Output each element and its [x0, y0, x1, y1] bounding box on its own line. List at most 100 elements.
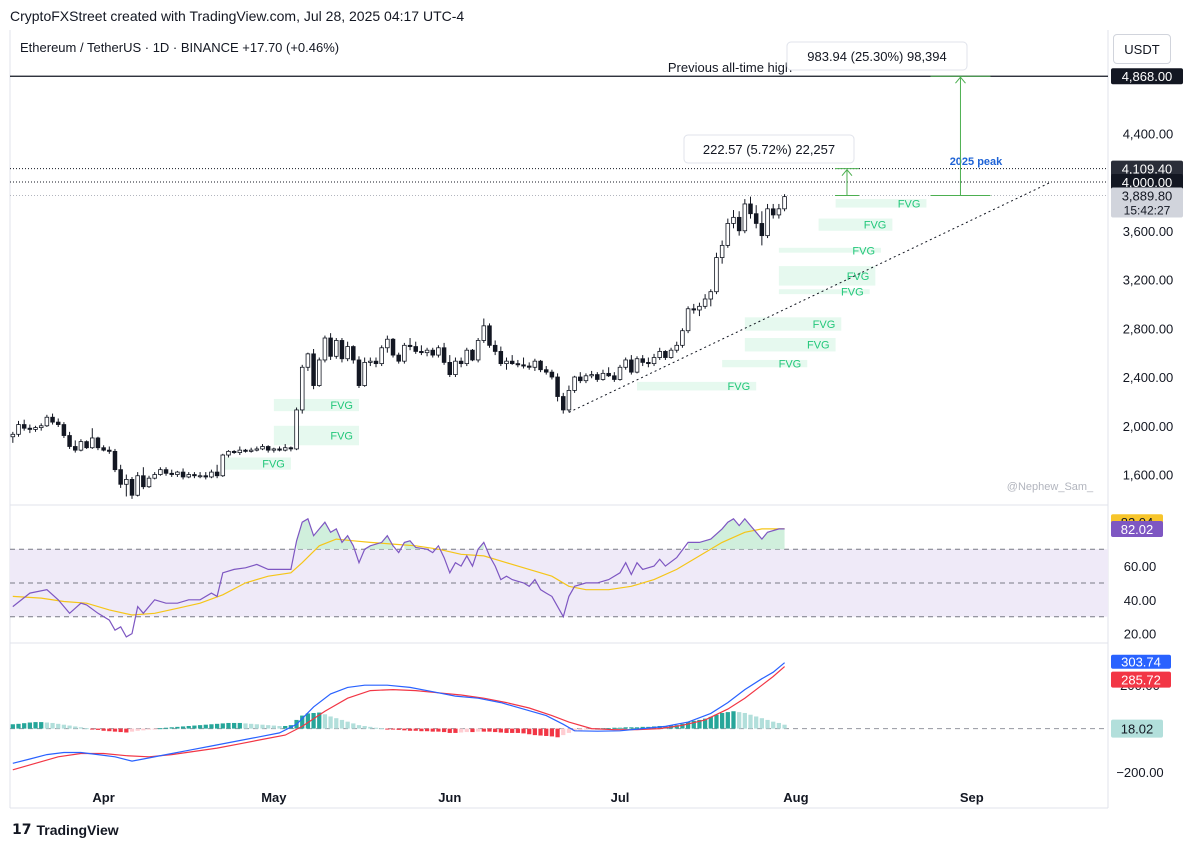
macd-hist-bar	[322, 714, 328, 729]
macd-hist-bar	[390, 728, 396, 730]
measure-box	[683, 134, 855, 164]
macd-hist-bar	[44, 722, 50, 729]
fvg-zone	[273, 398, 359, 412]
macd-hist-bar	[39, 722, 44, 729]
candle	[322, 337, 328, 361]
candle	[572, 376, 577, 391]
candle	[78, 441, 84, 451]
currency-button[interactable]: USDT	[1113, 34, 1171, 64]
candle	[782, 196, 787, 210]
candle	[311, 353, 316, 386]
macd-hist-bar	[260, 724, 265, 729]
candle	[385, 338, 390, 349]
candle	[339, 340, 345, 360]
chart-header: CryptoFXStreet created with TradingView.…	[10, 8, 465, 24]
candle	[731, 216, 736, 224]
macd-hist-bar	[266, 725, 271, 729]
price-badge	[1111, 68, 1183, 85]
fvg-label: FVG	[841, 287, 864, 299]
fvg-zone	[744, 317, 842, 331]
fvg-label: FVG	[728, 381, 751, 393]
candle	[27, 427, 33, 430]
macd-tick-label: −200.00	[1116, 765, 1163, 780]
candle	[294, 409, 299, 450]
macd-hist-bar	[146, 728, 152, 730]
candle	[515, 363, 521, 366]
candle	[124, 479, 129, 485]
candle	[566, 390, 572, 411]
candle	[192, 474, 197, 477]
candle	[646, 361, 651, 365]
candle	[509, 360, 515, 365]
macd-hist-bar	[73, 726, 78, 729]
rsi-tick-label: 60.00	[1124, 559, 1157, 574]
time-tick-label: Jul	[611, 790, 630, 805]
macd-hist-bar	[413, 728, 418, 731]
candle	[197, 475, 203, 478]
candle	[759, 223, 765, 237]
macd-hist-bar	[209, 724, 214, 729]
macd-hist-bar	[458, 728, 464, 733]
candle	[351, 346, 356, 361]
measure-label: 983.94 (25.30%) 98,394	[807, 49, 947, 64]
macd-hist-bar	[532, 728, 538, 736]
macd-hist-bar	[702, 718, 708, 729]
candle	[464, 349, 470, 365]
candle	[691, 308, 697, 311]
macd-hist-bar	[453, 728, 458, 733]
rsi-badge-label: 82.02	[1121, 522, 1154, 537]
macd-hist-bar	[561, 728, 566, 736]
tradingview-logo[interactable]: 17 TradingView	[12, 822, 119, 838]
candle	[674, 344, 679, 351]
candle	[55, 421, 61, 425]
candle	[555, 376, 560, 397]
level-label: 2025 peak	[950, 156, 1003, 168]
macd-hist-bar	[436, 728, 441, 732]
rsi-line	[12, 517, 785, 638]
measure-arrowhead	[955, 76, 966, 84]
macd-hist-bar	[192, 725, 197, 729]
candle	[248, 449, 254, 452]
macd-hist-bar	[328, 716, 333, 729]
symbol-legend[interactable]: Ethereum / TetherUS · 1D · BINANCE +17.7…	[20, 40, 340, 55]
macd-hist-bar	[572, 728, 577, 732]
candle	[424, 349, 430, 354]
macd-hist-bar	[544, 728, 549, 736]
candle	[277, 448, 282, 451]
macd-hist-bar	[430, 728, 435, 732]
macd-hist-bar	[623, 727, 628, 729]
macd-badge	[1111, 654, 1171, 669]
candle	[770, 208, 776, 216]
candle	[328, 337, 333, 357]
fvg-zone	[637, 381, 757, 391]
fvg-label: FVG	[779, 359, 802, 371]
candle	[368, 360, 373, 363]
price-badge	[1111, 187, 1183, 218]
fvg-label: FVG	[330, 400, 353, 412]
candle	[736, 216, 742, 232]
macd-hist-bar	[135, 728, 140, 731]
hist-badge	[1111, 719, 1163, 738]
macd-hist-bar	[782, 724, 787, 729]
macd-hist-bar	[476, 728, 481, 732]
measure-box	[786, 41, 968, 71]
fvg-zone	[722, 359, 808, 368]
candle	[680, 330, 685, 346]
macd-hist-bar	[578, 728, 583, 731]
fvg-zone	[818, 218, 893, 231]
candle	[697, 305, 702, 311]
candle	[254, 448, 260, 451]
macd-hist-bar	[720, 712, 725, 729]
fvg-label: FVG	[847, 271, 870, 283]
macd-hist-bar	[305, 713, 311, 729]
rsi-ma-line	[12, 528, 785, 616]
candle	[498, 351, 504, 365]
candle	[33, 427, 38, 430]
macd-hist-bar	[33, 722, 38, 729]
fvg-zone	[778, 266, 876, 286]
candle	[16, 424, 21, 435]
macd-hist-bar	[180, 726, 186, 729]
candle	[589, 374, 594, 377]
fvg-label: FVG	[330, 431, 353, 443]
